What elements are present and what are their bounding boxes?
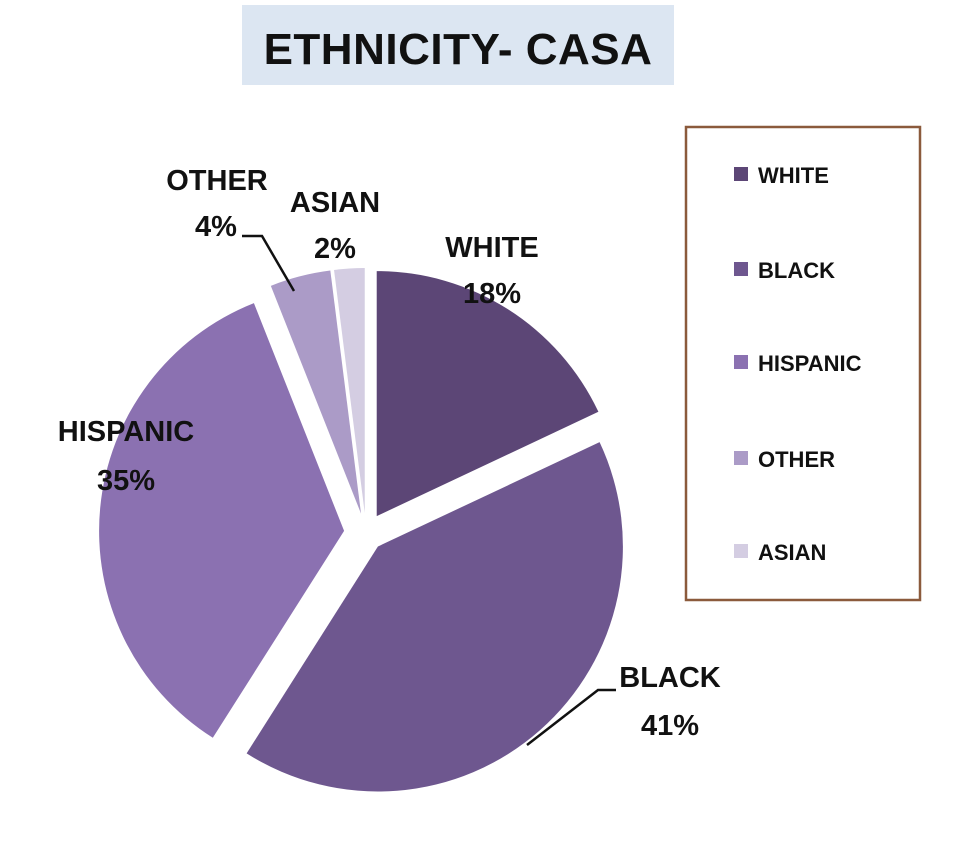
legend-label-white: WHITE — [758, 163, 829, 188]
chart-title-background — [242, 5, 674, 85]
pie-slice-asian — [334, 268, 365, 514]
slice-value-black: 41% — [641, 710, 699, 742]
slice-label-white: WHITE — [445, 232, 538, 264]
legend-label-other: OTHER — [758, 447, 835, 472]
pie-slices — [99, 268, 623, 792]
slice-value-other: 4% — [195, 211, 237, 243]
legend-swatch-black — [734, 262, 748, 276]
legend-swatch-other — [734, 451, 748, 465]
slice-label-black: BLACK — [619, 662, 721, 694]
legend-label-hispanic: HISPANIC — [758, 351, 862, 376]
legend-box — [684, 125, 922, 602]
legend-swatch-hispanic — [734, 355, 748, 369]
slice-value-asian: 2% — [314, 233, 356, 265]
chart-title: ETHNICITY- CASA — [264, 25, 653, 74]
slice-label-other: OTHER — [166, 165, 268, 197]
slice-value-white: 18% — [463, 278, 521, 310]
leader-line-black — [526, 688, 616, 746]
pie-slice-hispanic — [99, 303, 345, 738]
slice-value-hispanic: 35% — [97, 465, 155, 497]
legend-label-asian: ASIAN — [758, 540, 826, 565]
slice-label-hispanic: HISPANIC — [58, 416, 194, 448]
pie-slice-black — [246, 442, 623, 792]
pie-slice-white — [376, 271, 599, 517]
leader-line-other — [242, 234, 296, 292]
slice-label-asian: ASIAN — [290, 187, 380, 219]
pie-slice-other — [270, 270, 362, 514]
legend-label-black: BLACK — [758, 258, 835, 283]
legend-swatch-white — [734, 167, 748, 181]
legend-swatch-asian — [734, 544, 748, 558]
legend: WHITE BLACK HISPANIC OTHER ASIAN — [734, 163, 862, 565]
